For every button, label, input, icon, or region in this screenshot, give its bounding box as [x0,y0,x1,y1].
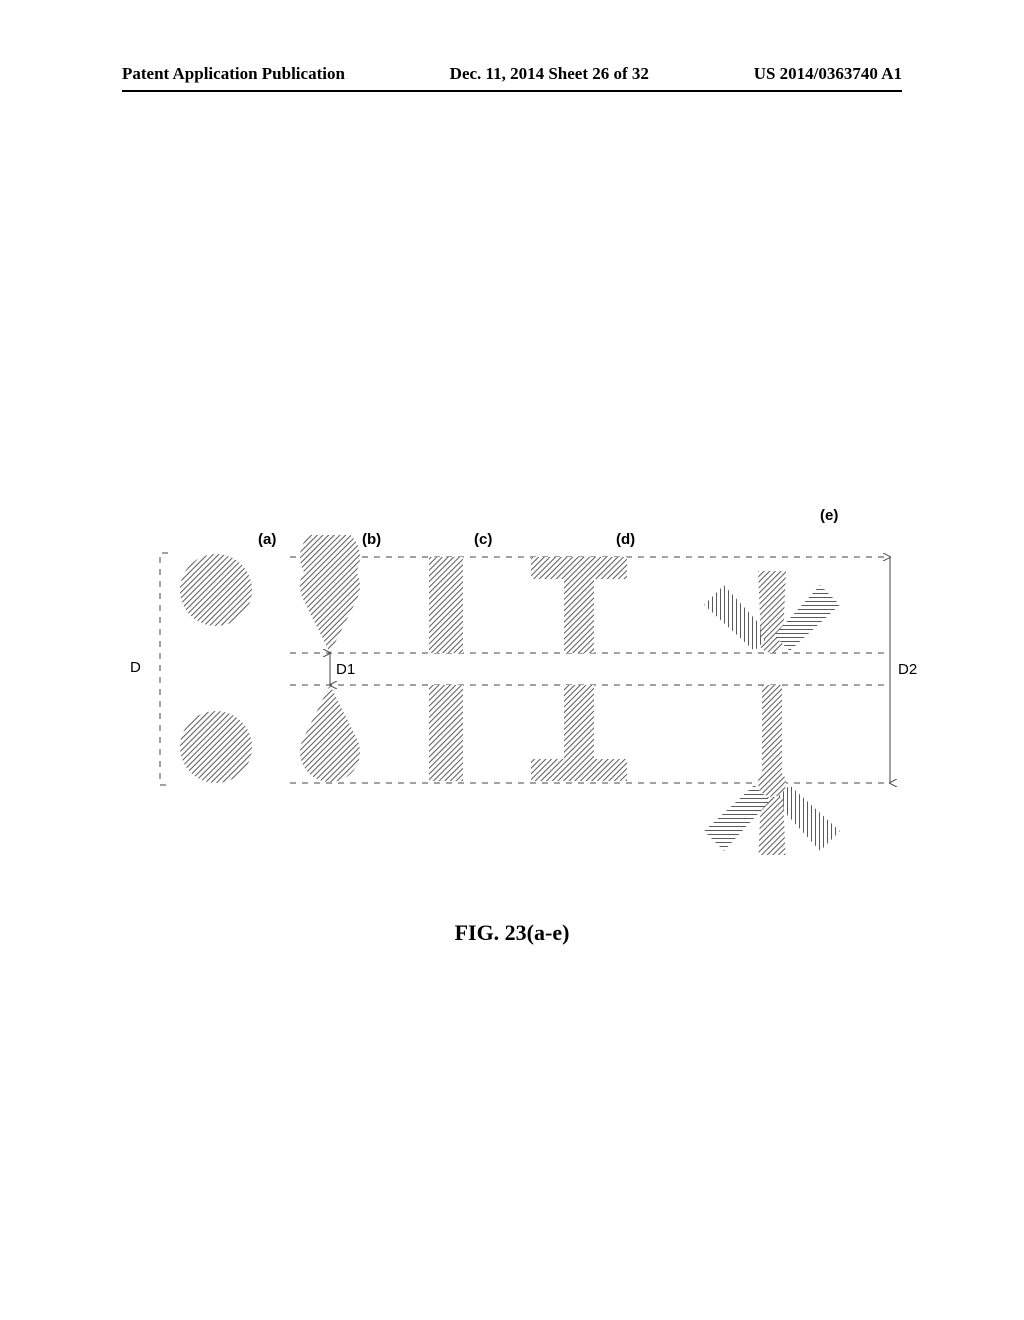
label-b: (b) [362,531,381,548]
label-c: (c) [474,531,492,548]
page: Patent Application Publication Dec. 11, … [0,0,1024,1320]
shape-e-top [704,571,840,653]
header-right: US 2014/0363740 A1 [754,64,902,84]
figure-svg [130,535,900,855]
shape-b-bottom [300,685,360,782]
shape-b-top [300,535,360,653]
label-dim-d2: D2 [898,661,917,678]
figure-caption: FIG. 23(a-e) [0,920,1024,946]
shape-e-bottom [704,685,840,855]
label-a: (a) [258,531,276,548]
shape-c-bottom [429,685,463,781]
figure-23: (a) (b) (c) (d) (e) D D1 D2 [130,535,900,855]
dim-d-bracket [160,553,168,785]
shape-d-top [531,557,627,653]
shape-a-bottom [180,711,252,783]
header-row: Patent Application Publication Dec. 11, … [122,64,902,84]
label-d: (d) [616,531,635,548]
header-center: Dec. 11, 2014 Sheet 26 of 32 [450,64,649,84]
header-rule [122,90,902,92]
page-header: Patent Application Publication Dec. 11, … [0,64,1024,84]
label-dim-d: D [130,659,141,676]
shape-d-bottom [531,685,627,781]
header-left: Patent Application Publication [122,64,345,84]
label-dim-d1: D1 [336,661,355,678]
shape-a-top [180,554,252,626]
shape-c-top [429,557,463,653]
label-e: (e) [820,507,838,524]
